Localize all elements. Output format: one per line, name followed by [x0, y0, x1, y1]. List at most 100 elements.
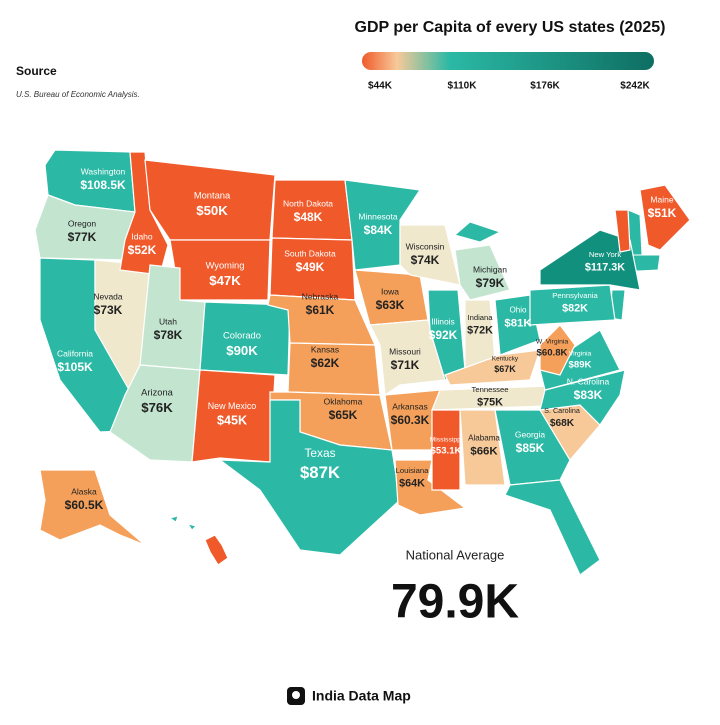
legend-label: $110K — [448, 81, 478, 92]
state-value: $86K — [601, 526, 630, 540]
state-value: $71K — [391, 358, 420, 372]
state-value: $81K — [504, 318, 532, 330]
labels: Washington $108.5K Oregon $77K California $10… — [57, 166, 677, 568]
state-value: $49K — [296, 260, 325, 274]
state-name: Vermont — [611, 196, 631, 202]
state-shape — [539, 369, 626, 426]
state-shape — [444, 349, 541, 386]
state-shape — [168, 515, 179, 523]
state-name: Florida — [602, 514, 628, 524]
state-name: Kentucky — [492, 356, 519, 363]
legend-label: $242K — [620, 81, 650, 92]
state-name: Missouri — [389, 346, 421, 356]
state-name: Utah — [159, 316, 177, 326]
state-shape — [218, 399, 401, 556]
state-value: $78K — [154, 328, 183, 342]
state-shape — [539, 229, 641, 291]
state-name: Wisconsin — [406, 241, 445, 251]
state-shape — [459, 409, 506, 486]
state-shape — [494, 294, 541, 356]
state-name: Maine — [650, 194, 673, 204]
state-name: Indiana — [467, 313, 493, 322]
state-shape — [369, 319, 446, 397]
state-value: $77K — [68, 230, 97, 244]
state-name: Georgia — [515, 429, 546, 439]
state-shape — [204, 534, 229, 566]
state-value: $66K — [470, 446, 498, 458]
state-shape — [191, 369, 276, 463]
state-name: North Dakota — [283, 198, 333, 208]
state-shape — [529, 284, 616, 326]
state-shape — [199, 301, 291, 376]
state-shape — [539, 324, 576, 376]
state-value: $48K — [294, 210, 323, 224]
state-name: Virginia — [569, 350, 592, 357]
state-value: $60.3K — [391, 413, 430, 427]
state-value: $82K — [562, 302, 588, 314]
legend-bar — [362, 52, 654, 70]
state-name: Pennsylvania — [552, 291, 598, 300]
average-value: 79.9K — [391, 576, 519, 629]
state-value: $65K — [329, 408, 358, 422]
state-shape — [186, 523, 197, 531]
state-name: Tennessee — [472, 385, 509, 394]
state-name: New York — [589, 250, 621, 259]
state-shape — [504, 479, 601, 576]
state-name: Idaho — [131, 231, 153, 241]
state-value: $73K — [94, 303, 123, 317]
state-name: Alaska — [71, 486, 97, 496]
state-name: Hawaii — [190, 548, 211, 555]
state-value: $52K — [128, 243, 157, 257]
state-name: Louisiana — [396, 466, 429, 475]
state-name: South Dakota — [284, 248, 336, 258]
state-value: $75K — [477, 396, 503, 408]
state-name: S. Carolina — [544, 406, 581, 415]
state-value: $117.3K — [585, 261, 625, 273]
state-value: $62K — [311, 356, 340, 370]
state-name: N. Carolina — [567, 376, 610, 386]
state-shape — [431, 409, 461, 491]
source-text: U.S. Bureau of Economic Analysis. — [16, 90, 140, 99]
state-name: Illinois — [431, 316, 455, 326]
state-value: $64K — [399, 477, 425, 489]
state-value: $50K — [196, 203, 228, 218]
title: GDP per Capita of every US states (2025) — [355, 19, 666, 36]
state-value: $89K — [569, 359, 592, 370]
state-name: Nevada — [93, 291, 123, 301]
state-value: $68K — [550, 418, 575, 429]
state-value: $61K — [306, 303, 335, 317]
states — [34, 149, 691, 576]
state-value: $67K — [494, 364, 516, 374]
state-name: Oregon — [68, 218, 97, 228]
state-name: California — [57, 348, 93, 358]
state-shape — [454, 244, 511, 301]
brand: India Data Map — [312, 688, 411, 704]
state-name: Oklahoma — [324, 396, 363, 406]
state-value: $84K — [364, 223, 393, 237]
state-name: Ohio — [509, 306, 527, 315]
state-name: Wyoming — [206, 261, 245, 271]
state-name: Kansas — [311, 344, 339, 354]
state-value: $83K — [574, 388, 603, 402]
state-value: $60.8K — [537, 347, 568, 358]
state-value: $44K — [189, 557, 212, 568]
source-title: Source — [16, 64, 57, 78]
state-value: $63K — [376, 298, 405, 312]
state-value: $74K — [411, 253, 440, 267]
state-name: Arkansas — [392, 401, 427, 411]
state-name: Washington — [81, 166, 126, 176]
state-name: Nebraska — [302, 291, 339, 301]
state-value: $108.5K — [80, 178, 126, 192]
state-value: $105K — [57, 360, 93, 374]
state-name: Arizona — [141, 388, 173, 398]
state-value: $76K — [141, 400, 173, 415]
state-name: W. Virginia — [536, 338, 569, 345]
state-name: Michigan — [473, 264, 507, 274]
state-name: Alabama — [468, 434, 500, 443]
legend-label: $44K — [368, 81, 393, 92]
average-label: National Average — [406, 547, 505, 562]
state-shape — [453, 221, 502, 243]
state-shape — [614, 209, 631, 253]
legend-label: $176K — [530, 81, 560, 92]
